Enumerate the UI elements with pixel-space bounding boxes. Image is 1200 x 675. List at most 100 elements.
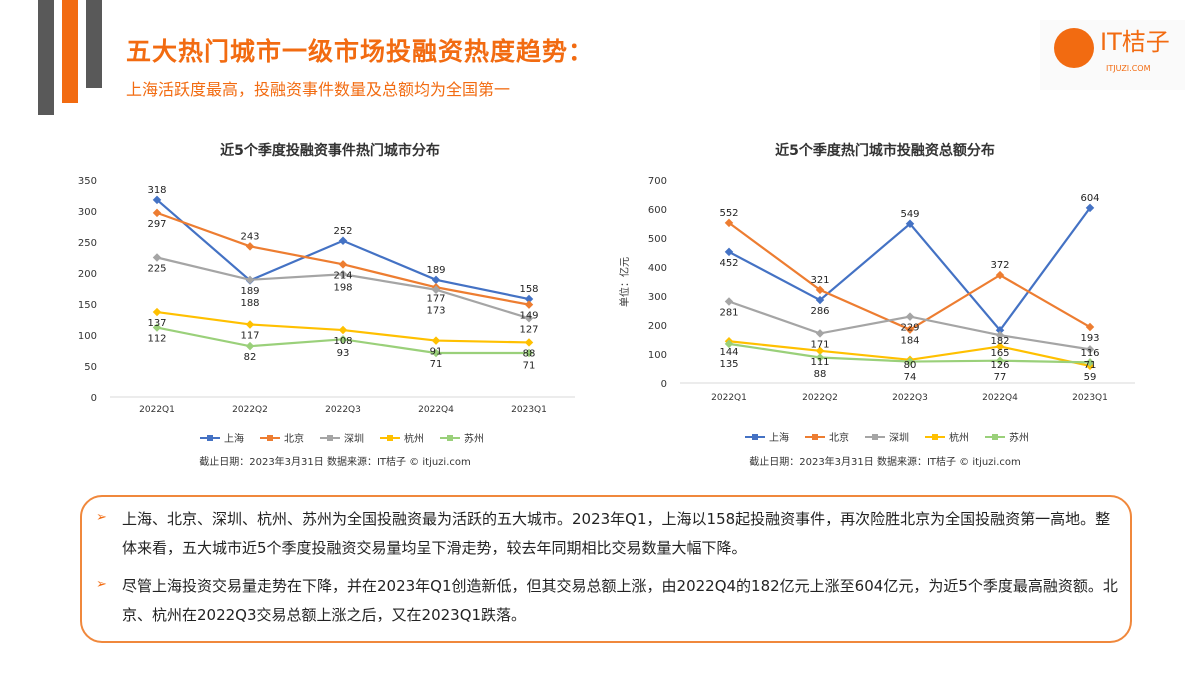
data-label: 182 <box>990 336 1009 347</box>
data-point <box>338 335 348 344</box>
data-point <box>431 348 441 358</box>
data-label: 225 <box>147 264 166 275</box>
note-1: 上海、北京、深圳、杭州、苏州为全国投融资最为活跃的五大城市。2023年Q1，上海… <box>122 510 1111 557</box>
data-point <box>338 260 348 269</box>
data-label: 184 <box>900 336 919 347</box>
y-tick-label: 200 <box>78 269 97 280</box>
data-point <box>152 253 162 262</box>
legend-marker <box>207 435 213 441</box>
y-tick-label: 100 <box>78 331 97 342</box>
legend-marker <box>752 434 758 440</box>
notes-box: ➢ 上海、北京、深圳、杭州、苏州为全国投融资最为活跃的五大城市。2023年Q1，… <box>80 495 1132 643</box>
data-point <box>152 323 162 332</box>
data-label: 93 <box>337 348 350 359</box>
x-tick-label: 2022Q3 <box>892 393 928 403</box>
data-label: 189 <box>240 286 259 297</box>
data-label: 452 <box>719 258 738 269</box>
data-point <box>905 312 915 321</box>
x-tick-label: 2022Q1 <box>711 393 747 403</box>
x-tick-label: 2022Q2 <box>232 405 268 415</box>
data-point <box>815 346 825 356</box>
data-label: 252 <box>333 226 352 237</box>
y-tick-label: 0 <box>661 379 667 390</box>
legend-marker <box>267 435 273 441</box>
x-tick-label: 2023Q1 <box>1072 393 1108 403</box>
y-tick-label: 250 <box>78 238 97 249</box>
data-label: 71 <box>1084 360 1097 371</box>
data-point <box>524 348 534 358</box>
data-label: 372 <box>990 260 1009 271</box>
y-axis-label: 单位：亿元 <box>618 257 631 307</box>
data-label: 193 <box>1080 333 1099 344</box>
logo-url: ITJUZI.COM <box>1106 64 1151 73</box>
chart-source: 截止日期：2023年3月31日 数据来源：IT桔子 © itjuzi.com <box>199 455 471 468</box>
data-label: 286 <box>810 306 829 317</box>
decor-bar <box>62 0 78 103</box>
chart-title: 近5个季度热门城市投融资总额分布 <box>775 142 995 159</box>
data-point <box>724 297 734 306</box>
data-label: 281 <box>719 308 738 319</box>
data-label: 59 <box>1084 372 1097 383</box>
data-point <box>524 300 534 309</box>
y-tick-label: 500 <box>648 234 667 245</box>
data-label: 91 <box>430 347 443 358</box>
data-point <box>995 270 1005 280</box>
data-point <box>905 357 915 366</box>
data-point <box>815 295 825 305</box>
data-point <box>1085 345 1095 354</box>
data-label: 158 <box>519 284 538 295</box>
y-tick-label: 300 <box>78 207 97 218</box>
data-label: 117 <box>240 330 259 341</box>
page-subtitle: 上海活跃度最高，投融资事件数量及总额均为全国第一 <box>126 80 511 99</box>
data-label: 74 <box>904 372 917 383</box>
data-label: 149 <box>519 311 538 322</box>
y-tick-label: 200 <box>648 321 667 332</box>
note-2: 尽管上海投资交易量走势在下降，并在2023年Q1创造新低，但其交易总额上涨，由2… <box>122 577 1118 624</box>
data-label: 127 <box>519 324 538 335</box>
legend-label: 苏州 <box>464 432 484 445</box>
x-tick-label: 2022Q4 <box>418 405 454 415</box>
data-point <box>905 325 915 334</box>
legend-marker <box>327 435 333 441</box>
data-point <box>815 329 825 338</box>
data-point <box>245 242 255 251</box>
data-point <box>431 275 441 285</box>
data-point <box>431 285 441 294</box>
data-label: 82 <box>244 352 257 363</box>
data-point <box>524 314 534 323</box>
y-tick-label: 600 <box>648 205 667 216</box>
data-label: 549 <box>900 209 919 220</box>
y-tick-label: 150 <box>78 300 97 311</box>
legend-marker <box>992 434 998 440</box>
data-label: 165 <box>990 348 1009 359</box>
legend-label: 北京 <box>284 432 304 445</box>
legend-label: 深圳 <box>344 433 364 445</box>
data-label: 77 <box>994 372 1007 383</box>
legend-marker <box>812 434 818 440</box>
data-label: 71 <box>430 359 443 370</box>
data-point <box>995 342 1005 351</box>
y-tick-label: 100 <box>648 350 667 361</box>
data-label: 88 <box>523 348 536 359</box>
x-tick-label: 2022Q3 <box>325 405 361 415</box>
data-point <box>1085 322 1095 332</box>
data-point <box>245 275 255 285</box>
data-label: 171 <box>810 339 829 350</box>
orange-icon <box>1054 28 1094 68</box>
data-point <box>338 325 348 335</box>
page-title: 五大热门城市一级市场投融资热度趋势： <box>126 37 595 66</box>
bullet-arrow-icon: ➢ <box>96 510 107 525</box>
data-label: 318 <box>147 185 166 196</box>
data-label: 297 <box>147 219 166 230</box>
data-label: 198 <box>333 282 352 293</box>
data-point <box>724 247 734 257</box>
data-point <box>815 353 825 362</box>
data-label: 552 <box>719 208 738 219</box>
x-tick-label: 2022Q4 <box>982 393 1018 403</box>
data-point <box>1085 358 1095 367</box>
data-label: 189 <box>426 265 445 276</box>
y-tick-label: 0 <box>91 393 97 404</box>
logo-text: IT桔子 <box>1100 28 1170 56</box>
data-label: 604 <box>1080 193 1099 204</box>
